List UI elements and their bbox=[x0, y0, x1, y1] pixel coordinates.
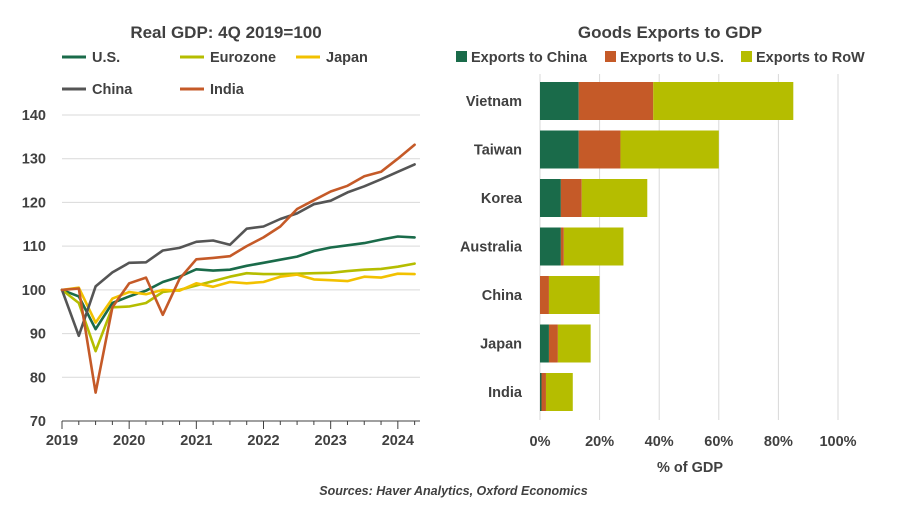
series-line-u-s bbox=[60, 235, 416, 331]
bar-india-exports-to-china bbox=[540, 373, 542, 411]
series-line-china bbox=[60, 163, 416, 338]
bar-taiwan-exports-to-row bbox=[620, 130, 719, 169]
bar-korea-exports-to-china bbox=[540, 179, 561, 217]
y-tick-label-120: 120 bbox=[22, 195, 46, 211]
bar-india-exports-to-row bbox=[545, 373, 573, 411]
bar-chart: Goods Exports to GDP Exports to China Exp… bbox=[456, 23, 865, 476]
bar-category-labels: Vietnam Taiwan Korea Australia China Japan Ind… bbox=[460, 94, 523, 401]
y-tick-label-80: 80 bbox=[30, 370, 46, 386]
bar-legend: Exports to China Exports to U.S. Exports t… bbox=[456, 50, 865, 66]
bar-taiwan-exports-to-china bbox=[540, 130, 579, 169]
y-tick-label-100: 100 bbox=[22, 283, 46, 299]
legend-swatch-exports-to-row bbox=[741, 51, 752, 62]
bar-japan-exports-to-u-s bbox=[548, 324, 558, 363]
x-tick-label-100: 100% bbox=[819, 434, 856, 450]
legend-label-exports-to-row: Exports to RoW bbox=[756, 50, 865, 66]
y-tick-label-90: 90 bbox=[30, 327, 46, 343]
legend-label-eurozone: Eurozone bbox=[210, 50, 276, 66]
bar-chart-title: Goods Exports to GDP bbox=[578, 23, 762, 42]
x-tick-label-2022: 2022 bbox=[247, 433, 279, 449]
x-tick-label-2023: 2023 bbox=[315, 433, 347, 449]
bar-segments-group bbox=[540, 82, 794, 411]
legend-label-exports-to-u-s: Exports to U.S. bbox=[620, 50, 724, 66]
bar-china-exports-to-row bbox=[548, 276, 600, 314]
bar-korea-exports-to-u-s bbox=[560, 179, 582, 217]
category-label-korea: Korea bbox=[481, 191, 523, 207]
bar-japan-exports-to-china bbox=[540, 324, 549, 363]
series-line-japan bbox=[60, 272, 416, 324]
series-line-eurozone bbox=[60, 262, 416, 353]
category-label-australia: Australia bbox=[460, 240, 523, 256]
legend-label-exports-to-china: Exports to China bbox=[471, 50, 588, 66]
bar-taiwan-exports-to-u-s bbox=[578, 130, 621, 169]
x-tick-label-20: 20% bbox=[585, 434, 614, 450]
bar-china-exports-to-u-s bbox=[540, 276, 549, 314]
source-note: Sources: Haver Analytics, Oxford Economi… bbox=[319, 484, 588, 498]
line-series-group bbox=[60, 143, 416, 394]
x-tick-label-40: 40% bbox=[645, 434, 674, 450]
category-label-vietnam: Vietnam bbox=[466, 94, 522, 110]
x-tick-label-2024: 2024 bbox=[382, 433, 414, 449]
category-label-china: China bbox=[482, 288, 523, 304]
bar-x-tick-labels: 0% 20% 40% 60% 80% 100% bbox=[530, 434, 857, 450]
legend-swatch-exports-to-china bbox=[456, 51, 467, 62]
legend-label-india: India bbox=[210, 82, 245, 98]
line-chart-title: Real GDP: 4Q 2019=100 bbox=[130, 23, 321, 42]
series-line-india bbox=[60, 143, 416, 394]
bar-vietnam-exports-to-u-s bbox=[578, 82, 654, 120]
bar-australia-exports-to-china bbox=[540, 227, 561, 266]
legend-swatch-exports-to-u-s bbox=[605, 51, 616, 62]
legend-label-u-s: U.S. bbox=[92, 50, 120, 66]
category-label-india: India bbox=[488, 385, 523, 401]
bar-australia-exports-to-u-s bbox=[560, 227, 564, 266]
line-x-axis: 2019 2020 2021 2022 2023 2024 bbox=[46, 420, 420, 449]
bar-australia-exports-to-row bbox=[563, 227, 624, 266]
bar-japan-exports-to-row bbox=[557, 324, 591, 363]
bar-korea-exports-to-row bbox=[581, 179, 648, 217]
y-tick-label-130: 130 bbox=[22, 152, 46, 168]
category-label-japan: Japan bbox=[480, 337, 522, 353]
bar-x-axis-label: % of GDP bbox=[657, 460, 723, 476]
x-tick-label-60: 60% bbox=[704, 434, 733, 450]
line-chart: Real GDP: 4Q 2019=100 U.S. Eurozone Japan C… bbox=[22, 23, 420, 449]
bar-india-exports-to-u-s bbox=[541, 373, 546, 411]
x-tick-label-2021: 2021 bbox=[180, 433, 212, 449]
x-tick-label-2019: 2019 bbox=[46, 433, 78, 449]
legend-label-china: China bbox=[92, 82, 133, 98]
x-tick-label-2020: 2020 bbox=[113, 433, 145, 449]
bar-vietnam-exports-to-row bbox=[653, 82, 794, 120]
x-tick-label-80: 80% bbox=[764, 434, 793, 450]
line-y-tick-labels: 70 80 90 100 110 120 130 140 bbox=[22, 108, 46, 430]
line-legend: U.S. Eurozone Japan China India bbox=[62, 50, 368, 98]
y-tick-label-140: 140 bbox=[22, 108, 46, 124]
y-tick-label-70: 70 bbox=[30, 414, 46, 430]
bar-vietnam-exports-to-china bbox=[540, 82, 579, 120]
y-tick-label-110: 110 bbox=[23, 239, 46, 255]
x-tick-label-0: 0% bbox=[530, 434, 551, 450]
legend-label-japan: Japan bbox=[326, 50, 368, 66]
category-label-taiwan: Taiwan bbox=[474, 143, 522, 159]
